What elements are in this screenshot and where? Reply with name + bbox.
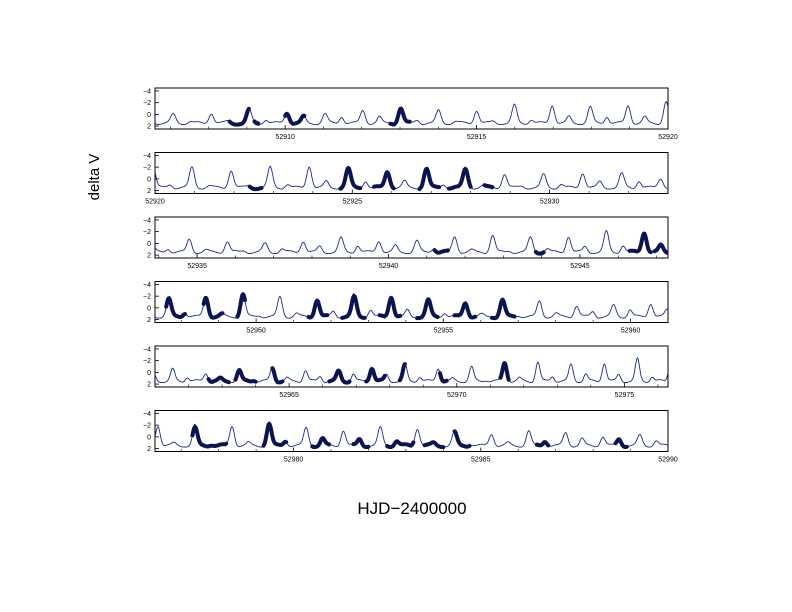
y-tick-label: 2 [147,124,151,131]
x-tick-label: 52960 [621,328,641,335]
observed-segment [206,375,231,385]
observed-segment [247,184,264,192]
y-tick-label: −4 [143,217,151,224]
x-tick-label: 52920 [145,199,165,206]
y-tick-label: 2 [147,253,151,260]
observed-segment [422,440,446,450]
observed-segment [283,111,307,126]
model-curve [155,165,668,190]
observed-segment [652,242,668,255]
y-tick-label: 0 [147,112,151,119]
panel-frame [154,152,669,194]
observed-segment [372,170,396,191]
y-tick-label: 2 [147,382,151,389]
y-tick-label: −4 [143,411,151,418]
x-tick-label: 52910 [275,134,295,141]
observed-segment [227,106,251,127]
observed-segment [310,436,332,450]
observed-segment [447,166,473,191]
observed-segment [613,437,629,449]
observed-segment [452,301,478,320]
observed-segment [164,296,187,319]
observed-segment [235,292,247,319]
x-tick-label: 52970 [447,392,467,399]
observed-segment [190,423,229,449]
x-tick-label: 52940 [379,263,399,270]
y-tick-label: 0 [147,370,151,377]
y-tick-label: −2 [143,229,151,236]
y-tick-label: −2 [143,423,151,430]
y-tick-label: 0 [147,176,151,183]
observed-segment [252,119,261,126]
observed-segment [233,367,258,384]
panel-2: −4 −2 0 2 52920 52925 52930 [143,152,669,206]
observed-segment [261,421,289,448]
panel-frame [154,410,669,452]
observed-segment [327,368,352,385]
observed-segment [377,295,403,319]
observed-segment [338,165,363,191]
y-axis-label: delta V [86,154,103,201]
y-tick-label: 0 [147,241,151,248]
y-tick-label: 2 [147,446,151,453]
observed-segment [438,371,449,384]
x-axis-label: HJD−2400000 [357,499,466,518]
x-tick-label: 52955 [434,328,454,335]
observed-segment [534,440,551,448]
x-tick-label: 52975 [615,392,635,399]
observed-segment [432,248,450,255]
model-curve [155,229,668,255]
observed-segment [351,437,371,449]
y-tick-label: −4 [143,88,151,95]
y-tick-label: 0 [147,305,151,312]
observed-segment [452,429,472,449]
observed-segment [490,297,517,321]
x-tick-label: 52930 [540,199,560,206]
observed-segment [201,296,225,320]
panel-3: −4 −2 0 2 52935 52940 52945 [143,216,669,270]
y-tick-label: −2 [143,100,151,107]
x-tick-label: 52915 [467,134,487,141]
observed-segment [397,362,407,383]
y-tick-label: −2 [143,165,151,172]
x-tick-label: 52950 [246,328,266,335]
x-tick-label: 52990 [658,457,678,464]
observed-segment [340,293,367,320]
y-tick-label: −4 [143,346,151,353]
y-tick-label: 2 [147,188,151,195]
observed-segment [364,366,387,384]
y-tick-label: −4 [143,282,151,289]
observed-segment [415,297,440,321]
panel-5: −4 −2 0 2 52965 52970 52975 [143,345,669,399]
x-tick-label: 52965 [279,392,299,399]
x-tick-label: 52945 [570,263,590,270]
panels-group: −4 −2 0 2 52910 52915 52920 −4 −2 0 2 52920 52925 529… [143,87,678,464]
observed-segment [270,366,285,385]
observed-segment [417,166,442,192]
observed-segment [385,439,416,449]
observed-segment [498,360,511,382]
panel-1: −4 −2 0 2 52910 52915 52920 [143,87,678,141]
observed-segment [627,231,653,255]
observed-segment [306,298,330,320]
y-tick-label: −4 [143,153,151,160]
x-tick-label: 52925 [343,199,363,206]
x-tick-label: 52980 [284,457,304,464]
panel-4: −4 −2 0 2 52950 52955 52960 [143,281,669,335]
observed-segment [388,106,412,127]
y-tick-label: 2 [147,317,151,324]
panel-6: −4 −2 0 2 52980 52985 52990 [143,410,678,464]
observed-segment [482,183,495,190]
x-tick-label: 52920 [658,134,678,141]
y-tick-label: 0 [147,434,151,441]
x-tick-label: 52935 [187,263,207,270]
y-tick-label: −2 [143,294,151,301]
y-tick-label: −2 [143,358,151,365]
x-tick-label: 52985 [471,457,491,464]
observed-segment [533,249,546,256]
